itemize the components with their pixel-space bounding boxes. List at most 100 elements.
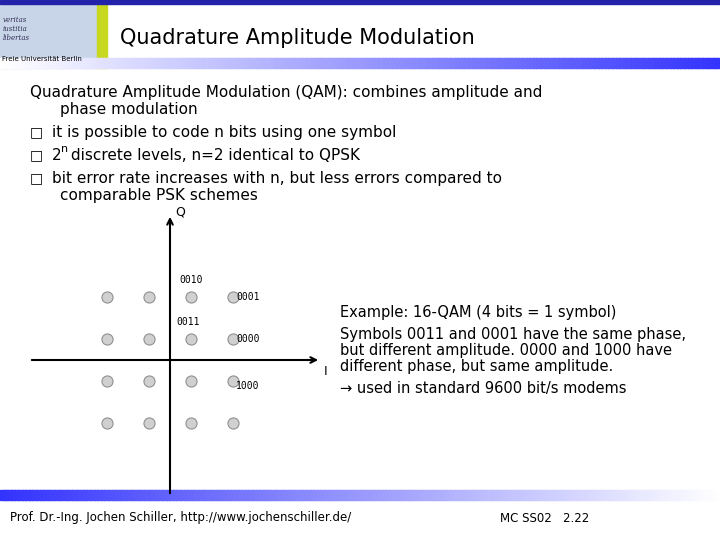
Bar — [364, 490, 368, 500]
Bar — [173, 490, 177, 500]
Bar — [97, 4, 107, 68]
Bar — [238, 58, 242, 68]
Bar — [500, 58, 505, 68]
Bar — [371, 490, 375, 500]
Bar — [191, 58, 195, 68]
Bar — [443, 58, 447, 68]
Bar — [220, 58, 224, 68]
Bar — [677, 490, 681, 500]
Bar — [385, 58, 390, 68]
Bar — [266, 490, 271, 500]
Bar — [11, 490, 15, 500]
Bar — [47, 490, 51, 500]
Bar — [158, 490, 163, 500]
Bar — [540, 58, 544, 68]
Bar — [432, 58, 436, 68]
Bar — [29, 58, 33, 68]
Bar — [626, 58, 631, 68]
Bar — [497, 490, 501, 500]
Bar — [709, 490, 714, 500]
Bar — [515, 490, 519, 500]
Bar — [680, 490, 685, 500]
Bar — [428, 58, 433, 68]
Bar — [371, 58, 375, 68]
Bar — [119, 58, 123, 68]
Bar — [194, 490, 199, 500]
Bar — [479, 490, 483, 500]
Bar — [508, 490, 512, 500]
Bar — [418, 490, 422, 500]
Bar — [493, 490, 498, 500]
Bar — [554, 58, 559, 68]
Bar — [695, 58, 699, 68]
Bar — [389, 490, 393, 500]
Bar — [18, 490, 22, 500]
Bar — [198, 58, 202, 68]
Bar — [0, 490, 4, 500]
Bar — [86, 58, 91, 68]
Bar — [349, 58, 354, 68]
Bar — [86, 490, 91, 500]
Bar — [144, 490, 148, 500]
Bar — [688, 490, 692, 500]
Bar — [119, 490, 123, 500]
Bar — [65, 58, 69, 68]
Bar — [4, 490, 8, 500]
Bar — [313, 490, 318, 500]
Bar — [407, 58, 411, 68]
Bar — [284, 490, 289, 500]
Bar — [122, 58, 127, 68]
Bar — [425, 58, 429, 68]
Bar — [97, 58, 102, 68]
Bar — [0, 58, 4, 68]
Bar — [490, 58, 494, 68]
Bar — [216, 490, 220, 500]
Bar — [97, 490, 102, 500]
Bar — [482, 490, 487, 500]
Bar — [7, 490, 12, 500]
Bar — [616, 58, 620, 68]
Bar — [418, 58, 422, 68]
Bar — [367, 490, 372, 500]
Bar — [7, 58, 12, 68]
Bar — [151, 58, 156, 68]
Bar — [338, 490, 343, 500]
Bar — [472, 490, 476, 500]
Bar — [504, 490, 508, 500]
Bar — [533, 490, 537, 500]
Bar — [529, 490, 534, 500]
Bar — [421, 490, 426, 500]
Bar — [137, 490, 141, 500]
Bar — [47, 58, 51, 68]
Bar — [486, 58, 490, 68]
Bar — [180, 490, 184, 500]
Bar — [36, 58, 40, 68]
Bar — [659, 490, 663, 500]
Bar — [713, 490, 717, 500]
Bar — [605, 490, 609, 500]
Bar — [565, 490, 570, 500]
Text: 0010: 0010 — [179, 275, 203, 285]
Bar — [299, 58, 303, 68]
Bar — [223, 58, 228, 68]
Bar — [230, 58, 235, 68]
Bar — [176, 490, 181, 500]
Bar — [436, 490, 440, 500]
Bar — [670, 490, 674, 500]
Bar — [313, 58, 318, 68]
Text: Freie Universität Berlin: Freie Universität Berlin — [2, 56, 82, 62]
Bar — [58, 490, 62, 500]
Bar — [497, 58, 501, 68]
Bar — [688, 58, 692, 68]
Bar — [22, 58, 26, 68]
Bar — [256, 490, 260, 500]
Bar — [547, 58, 552, 68]
Bar — [241, 490, 246, 500]
Bar — [112, 58, 116, 68]
Bar — [601, 58, 606, 68]
Bar — [122, 490, 127, 500]
Text: it is possible to code n bits using one symbol: it is possible to code n bits using one … — [52, 125, 397, 140]
Bar — [716, 490, 720, 500]
Bar — [389, 58, 393, 68]
Bar — [601, 490, 606, 500]
